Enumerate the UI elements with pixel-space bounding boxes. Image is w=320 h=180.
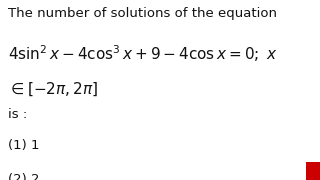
Text: $4\sin^2 x - 4\cos^3 x + 9 - 4\cos x = 0;\; x$: $4\sin^2 x - 4\cos^3 x + 9 - 4\cos x = 0… — [8, 43, 277, 64]
Text: (1) 1: (1) 1 — [8, 139, 39, 152]
Text: is :: is : — [8, 108, 27, 121]
Text: The number of solutions of the equation: The number of solutions of the equation — [8, 7, 277, 20]
Text: (2) 2: (2) 2 — [8, 173, 39, 180]
Bar — [306, 162, 320, 180]
Text: $\in [-2\pi, 2\pi]$: $\in [-2\pi, 2\pi]$ — [8, 81, 98, 98]
